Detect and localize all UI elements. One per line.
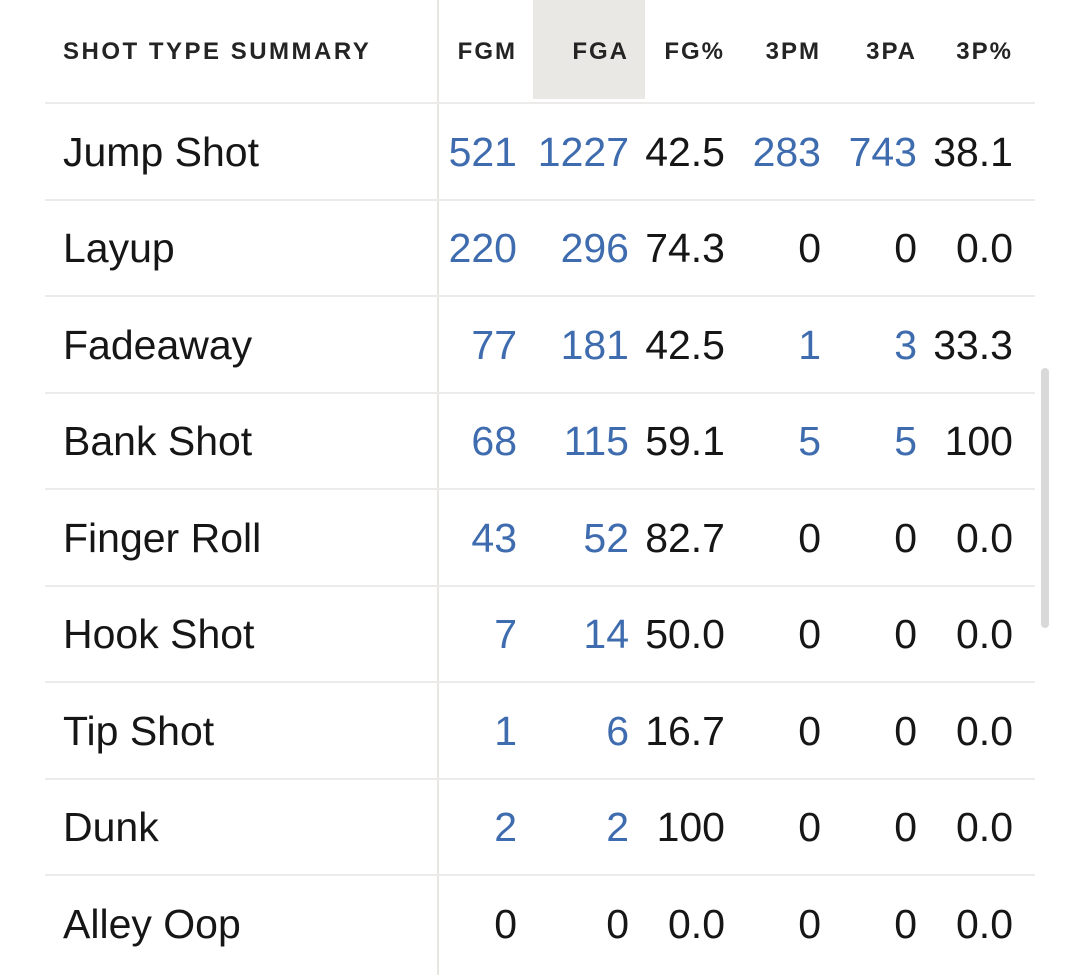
row-label: Finger Roll — [63, 514, 262, 561]
row-label: Alley Oop — [63, 900, 241, 947]
table-row-layup: Layup 220 296 74.3 0 0 0.0 — [0, 201, 1035, 298]
cell-3pa: 0 — [894, 611, 917, 658]
cell-3pm: 0 — [798, 514, 821, 561]
cell-3pm: 0 — [798, 707, 821, 754]
cell-fga: 181 — [560, 321, 629, 368]
selected-column-highlight — [533, 0, 645, 99]
table-row-hook-shot: Hook Shot 7 14 50.0 0 0 0.0 — [0, 587, 1035, 684]
column-header-fgpct[interactable]: FG% — [664, 38, 725, 65]
column-header-fgm[interactable]: FGM — [457, 38, 517, 65]
cell-3pm: 1 — [798, 321, 821, 368]
cell-fgpct: 0.0 — [668, 900, 725, 947]
cell-fgpct: 100 — [656, 804, 725, 851]
cell-fgm: 77 — [471, 321, 517, 368]
cell-3ppct: 38.1 — [933, 128, 1013, 175]
cell-fgpct: 74.3 — [645, 225, 725, 272]
cell-3ppct: 0.0 — [956, 804, 1013, 851]
cell-fgm: 2 — [494, 804, 517, 851]
table-row-alley-oop: Alley Oop 0 0 0.0 0 0 0.0 — [0, 876, 1035, 973]
table-title: SHOT TYPE SUMMARY — [63, 38, 372, 65]
cell-fgm: 1 — [494, 707, 517, 754]
cell-3pm: 5 — [798, 418, 821, 465]
row-label: Hook Shot — [63, 611, 255, 658]
table-row-dunk: Dunk 2 2 100 0 0 0.0 — [0, 780, 1035, 877]
cell-fga: 14 — [583, 611, 629, 658]
shot-type-summary-table: SHOT TYPE SUMMARY FGM FGA FG% 3PM 3PA 3P… — [0, 0, 1035, 973]
cell-fgm: 0 — [494, 900, 517, 947]
cell-fga: 0 — [606, 900, 629, 947]
row-label: Jump Shot — [63, 128, 259, 175]
cell-3pm: 0 — [798, 900, 821, 947]
cell-fgm: 220 — [448, 225, 517, 272]
column-header-fga[interactable]: FGA — [572, 38, 629, 65]
cell-3pm: 0 — [798, 611, 821, 658]
row-label: Tip Shot — [63, 707, 215, 754]
cell-fga: 52 — [583, 514, 629, 561]
row-label: Fadeaway — [63, 321, 253, 368]
cell-3pa: 0 — [894, 900, 917, 947]
cell-3pa: 0 — [894, 514, 917, 561]
column-header-3pa[interactable]: 3PA — [866, 38, 917, 65]
cell-fgm: 7 — [494, 611, 517, 658]
cell-fgpct: 59.1 — [645, 418, 725, 465]
cell-3pm: 0 — [798, 804, 821, 851]
column-header-3ppct[interactable]: 3P% — [956, 38, 1013, 65]
cell-3pa: 0 — [894, 225, 917, 272]
cell-3pa: 0 — [894, 804, 917, 851]
cell-3ppct: 100 — [944, 418, 1013, 465]
column-divider — [437, 0, 439, 975]
cell-3pm: 283 — [752, 128, 821, 175]
cell-fgpct: 42.5 — [645, 321, 725, 368]
vertical-scrollbar-thumb[interactable] — [1041, 368, 1049, 628]
cell-fgm: 521 — [448, 128, 517, 175]
cell-fgpct: 42.5 — [645, 128, 725, 175]
row-label: Bank Shot — [63, 418, 253, 465]
cell-fga: 296 — [560, 225, 629, 272]
cell-fgpct: 16.7 — [645, 707, 725, 754]
cell-3ppct: 0.0 — [956, 707, 1013, 754]
cell-fgpct: 50.0 — [645, 611, 725, 658]
cell-fgm: 68 — [471, 418, 517, 465]
cell-3ppct: 0.0 — [956, 514, 1013, 561]
cell-fga: 6 — [606, 707, 629, 754]
row-label: Layup — [63, 225, 175, 272]
cell-3pa: 3 — [894, 321, 917, 368]
table-row-finger-roll: Finger Roll 43 52 82.7 0 0 0.0 — [0, 490, 1035, 587]
table-row-fadeaway: Fadeaway 77 181 42.5 1 3 33.3 — [0, 297, 1035, 394]
cell-3pa: 0 — [894, 707, 917, 754]
cell-3ppct: 0.0 — [956, 225, 1013, 272]
cell-fga: 115 — [563, 418, 629, 465]
cell-3ppct: 33.3 — [933, 321, 1013, 368]
cell-3ppct: 0.0 — [956, 611, 1013, 658]
cell-fga: 2 — [606, 804, 629, 851]
table-header-row: SHOT TYPE SUMMARY FGM FGA FG% 3PM 3PA 3P… — [0, 0, 1035, 104]
cell-3pa: 5 — [894, 418, 917, 465]
cell-3pa: 743 — [848, 128, 917, 175]
table-row-bank-shot: Bank Shot 68 115 59.1 5 5 100 — [0, 394, 1035, 491]
cell-fgm: 43 — [471, 514, 517, 561]
cell-3pm: 0 — [798, 225, 821, 272]
row-label: Dunk — [63, 804, 159, 851]
cell-fgpct: 82.7 — [645, 514, 725, 561]
table-row-tip-shot: Tip Shot 1 6 16.7 0 0 0.0 — [0, 683, 1035, 780]
cell-3ppct: 0.0 — [956, 900, 1013, 947]
column-header-3pm[interactable]: 3PM — [765, 38, 821, 65]
table-row-jump-shot: Jump Shot 521 1227 42.5 283 743 38.1 — [0, 104, 1035, 201]
cell-fga: 1227 — [537, 128, 629, 175]
